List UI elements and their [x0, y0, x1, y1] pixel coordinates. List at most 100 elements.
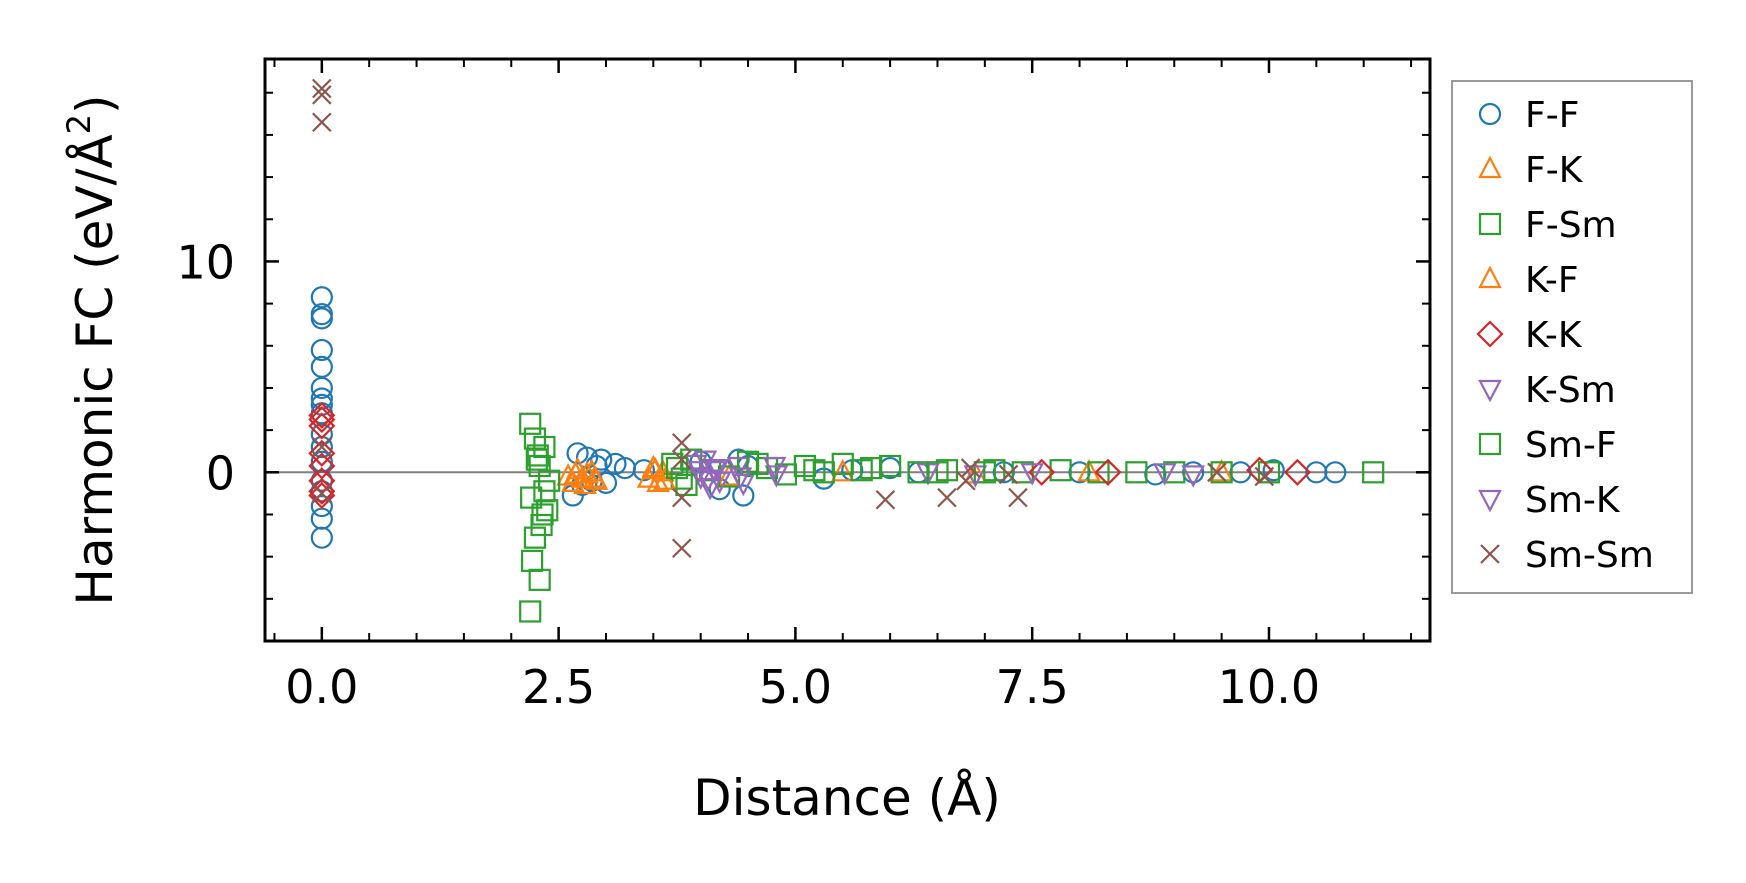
point-sm-sm	[312, 85, 332, 105]
y-tick-label: 0	[206, 446, 235, 500]
point-k-k	[308, 477, 336, 505]
x-tick-label: 5.0	[759, 660, 832, 714]
point-f-f	[310, 469, 333, 492]
x-tick-label: 2.5	[522, 660, 595, 714]
point-sm-sm	[1008, 487, 1028, 508]
point-k-k	[1283, 458, 1311, 486]
point-k-k	[308, 406, 336, 434]
x-axis-label: Distance (Å)	[693, 769, 1001, 827]
legend-label-k-sm: K-Sm	[1525, 370, 1616, 411]
point-f-f	[310, 307, 333, 330]
point-sm-sm	[671, 538, 692, 558]
y-axis-label: Harmonic FC (eV/Å2)	[60, 94, 124, 605]
x-tick-label: 0.0	[285, 660, 358, 714]
plot-frame	[263, 57, 1432, 643]
series-k-f	[563, 456, 677, 495]
point-f-f	[310, 376, 333, 400]
point-sm-sm	[671, 449, 692, 470]
point-sm-sm	[1207, 462, 1227, 483]
point-f-f	[1262, 459, 1285, 482]
point-f-f	[732, 484, 755, 507]
point-k-f	[563, 461, 588, 484]
series-sm-k	[686, 456, 787, 492]
point-f-sm	[519, 600, 542, 623]
tick-labels: 0.0 2.5 5.0 7.5 10.0 0 10	[176, 235, 1320, 714]
legend-marker-f-f	[1478, 102, 1502, 126]
legend-marker-f-k	[1478, 155, 1502, 179]
legend-label-k-f: K-F	[1525, 260, 1579, 301]
legend-label-f-k: F-K	[1525, 150, 1584, 191]
y-axis-label-superscript: 2	[60, 114, 98, 134]
point-k-sm	[1181, 465, 1206, 488]
point-k-k	[1028, 458, 1056, 486]
point-sm-sm	[960, 458, 981, 478]
point-f-f	[310, 338, 333, 362]
point-f-sm	[536, 499, 559, 522]
point-f-f	[310, 480, 333, 503]
point-f-sm	[1125, 461, 1148, 484]
point-k-k	[1094, 458, 1122, 486]
point-f-k	[556, 463, 580, 486]
legend-marker-f-sm	[1478, 212, 1502, 236]
point-k-k	[308, 401, 336, 429]
point-sm-sm	[671, 487, 692, 508]
point-k-f	[652, 467, 677, 490]
point-sm-f	[675, 473, 698, 497]
point-k-sm	[1020, 463, 1045, 486]
legend-label-k-k: K-K	[1525, 315, 1583, 356]
point-sm-sm	[312, 112, 332, 133]
legend-marker-sm-f	[1478, 432, 1502, 456]
point-k-sm	[1152, 463, 1177, 486]
legend-label-f-f: F-F	[1525, 95, 1579, 136]
legend-label-sm-f: Sm-F	[1525, 425, 1617, 466]
point-f-sm	[1362, 461, 1385, 484]
point-sm-f	[803, 459, 826, 482]
series-sm-f	[520, 448, 1006, 526]
point-sm-f	[520, 486, 543, 509]
legend-items: F-F F-K F-Sm K-F K-K K-Sm Sm-F Sm-K Sm-Sm	[1476, 95, 1654, 576]
point-f-sm	[1163, 461, 1186, 484]
point-sm-sm	[312, 78, 332, 99]
legend-marker-k-f	[1478, 265, 1502, 289]
point-k-f	[582, 465, 607, 488]
point-f-sm	[1210, 461, 1233, 484]
y-axis-label-main: Harmonic FC (eV/Å	[66, 134, 124, 605]
point-k-k	[308, 481, 336, 510]
legend-label-sm-k: Sm-K	[1525, 480, 1621, 521]
point-f-f	[1324, 461, 1347, 484]
legend-label-f-sm: F-Sm	[1525, 205, 1617, 246]
point-sm-sm	[1254, 466, 1275, 487]
point-f-f	[590, 448, 613, 471]
x-tick-label: 7.5	[996, 660, 1069, 714]
point-f-sm	[533, 435, 556, 459]
series-k-k	[308, 401, 1311, 510]
point-f-sm	[528, 568, 551, 591]
point-sm-f	[860, 456, 883, 480]
point-f-sm	[538, 469, 561, 492]
legend-label-sm-sm: Sm-Sm	[1525, 535, 1654, 576]
point-sm-sm	[312, 483, 332, 504]
legend-marker-sm-sm	[1480, 544, 1500, 564]
point-f-sm	[1011, 461, 1034, 484]
point-sm-k	[705, 458, 730, 482]
series-sm-sm	[312, 78, 1275, 558]
point-sm-k	[762, 456, 787, 480]
legend-marker-sm-k	[1478, 489, 1502, 513]
point-sm-f	[926, 461, 949, 484]
legend: F-F F-K F-Sm K-F K-K K-Sm Sm-F Sm-K Sm-Sm	[1451, 80, 1693, 594]
point-f-f	[310, 423, 333, 446]
legend-marker-k-sm	[1478, 379, 1502, 403]
point-f-f	[310, 494, 333, 518]
plot-background	[265, 59, 1430, 641]
point-f-k	[830, 458, 855, 482]
y-axis-label-end: )	[66, 94, 124, 114]
point-f-f	[632, 459, 655, 482]
point-f-f	[310, 526, 333, 549]
x-tick-label: 10.0	[1218, 660, 1320, 714]
point-sm-sm	[937, 487, 957, 508]
point-k-k	[308, 439, 336, 467]
point-sm-f	[525, 448, 548, 471]
point-f-sm	[519, 412, 542, 435]
plot-area	[263, 57, 1432, 643]
